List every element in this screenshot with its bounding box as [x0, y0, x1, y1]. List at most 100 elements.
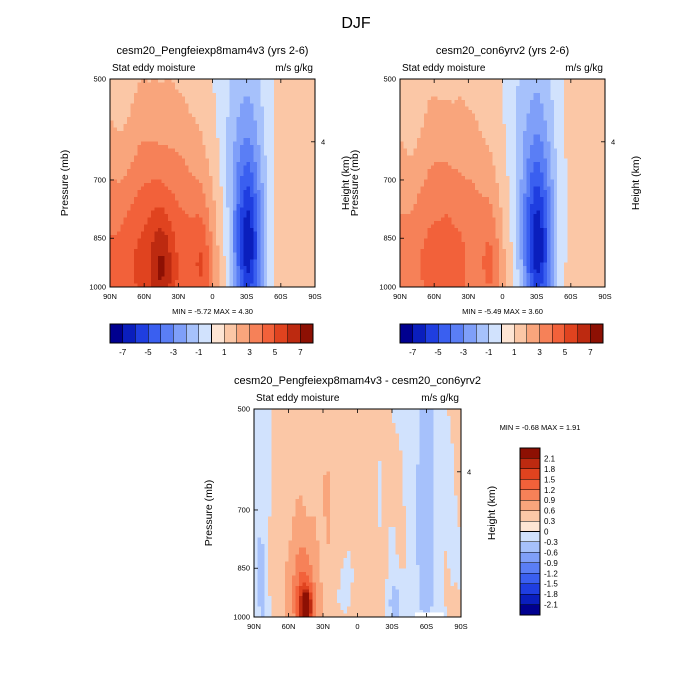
field-cell [202, 176, 207, 180]
field-cell [410, 255, 415, 260]
field-cell [168, 120, 172, 125]
field-cell [151, 259, 155, 264]
field-cell [229, 89, 234, 94]
field-cell [301, 283, 306, 288]
field-cell [151, 162, 155, 167]
field-cell [233, 158, 237, 163]
field-cell [434, 144, 438, 149]
field-cell [420, 248, 425, 253]
field-cell [280, 255, 285, 260]
field-cell [294, 259, 299, 264]
field-cell [113, 183, 118, 187]
field-cell [458, 214, 462, 219]
field-cell [447, 200, 452, 205]
field-cell [280, 217, 285, 222]
field-cell [205, 273, 210, 277]
field-cell [236, 134, 241, 139]
field-cell [164, 241, 169, 246]
field-cell [188, 207, 193, 212]
field-cell [308, 165, 312, 170]
field-cell [471, 110, 476, 115]
field-cell [110, 176, 114, 180]
field-cell [147, 124, 152, 128]
field-cell [297, 134, 302, 139]
field-cell [304, 196, 309, 201]
field-cell [447, 169, 452, 173]
field-cell [287, 120, 292, 125]
field-cell [219, 134, 224, 139]
field-cell [171, 221, 176, 225]
field-cell [233, 120, 237, 125]
field-cell [280, 176, 285, 180]
field-cell [311, 134, 316, 139]
field-cell [301, 96, 306, 101]
field-cell [253, 200, 258, 205]
field-cell [417, 252, 421, 257]
field-cell [437, 169, 442, 173]
field-cell [195, 89, 200, 94]
field-cell [120, 127, 125, 132]
field-cell [239, 92, 244, 97]
field-cell [151, 217, 155, 222]
field-cell [311, 245, 316, 250]
field-cell [406, 85, 411, 90]
field-cell [205, 228, 210, 232]
field-cell [423, 179, 428, 184]
field-cell [209, 85, 213, 90]
field-cell [403, 162, 408, 167]
colorbar-box [223, 323, 238, 344]
field-cell [260, 252, 265, 257]
field-cell [161, 238, 166, 243]
field-cell [219, 210, 224, 215]
field-cell [161, 99, 166, 104]
field-cell [140, 224, 145, 229]
field-cell [120, 241, 125, 246]
field-cell [410, 241, 415, 246]
field-cell [188, 221, 193, 225]
field-cell [154, 113, 159, 118]
field-cell [423, 231, 428, 236]
field-cell [144, 273, 148, 277]
field-cell [427, 245, 432, 250]
field-cell [188, 144, 193, 149]
field-cell [239, 162, 244, 167]
field-cell [287, 113, 292, 118]
field-cell [233, 183, 237, 187]
field-cell [451, 179, 456, 184]
field-cell [198, 252, 203, 257]
field-cell [243, 134, 248, 139]
field-cell [297, 266, 302, 271]
field-cell [123, 210, 128, 215]
field-cell [219, 283, 224, 288]
field-cell [430, 203, 435, 208]
field-cell [229, 245, 234, 250]
field-cell [229, 200, 234, 205]
field-cell [447, 103, 452, 108]
field-cell [174, 245, 179, 250]
field-cell [284, 151, 289, 156]
field-cell [133, 266, 138, 271]
y-axis-title: Pressure (mb) [59, 150, 71, 217]
field-cell [215, 82, 220, 87]
field-cell [226, 85, 230, 90]
field-cell [434, 186, 438, 191]
field-cell [454, 207, 459, 212]
field-cell [458, 158, 462, 163]
field-cell [284, 269, 289, 274]
field-cell [181, 210, 186, 215]
field-cell [246, 117, 251, 121]
field-cell [471, 228, 476, 232]
field-cell [212, 245, 217, 250]
field-cell [464, 214, 469, 219]
field-cell [144, 103, 148, 108]
field-cell [451, 262, 456, 267]
field-cell [423, 106, 428, 111]
field-cell [437, 196, 442, 201]
field-cell [413, 179, 418, 184]
field-cell [423, 162, 428, 167]
field-cell [219, 221, 224, 225]
field-cell [130, 245, 135, 250]
field-cell [137, 186, 142, 191]
field-cell [202, 96, 207, 101]
field-cell [270, 217, 275, 222]
